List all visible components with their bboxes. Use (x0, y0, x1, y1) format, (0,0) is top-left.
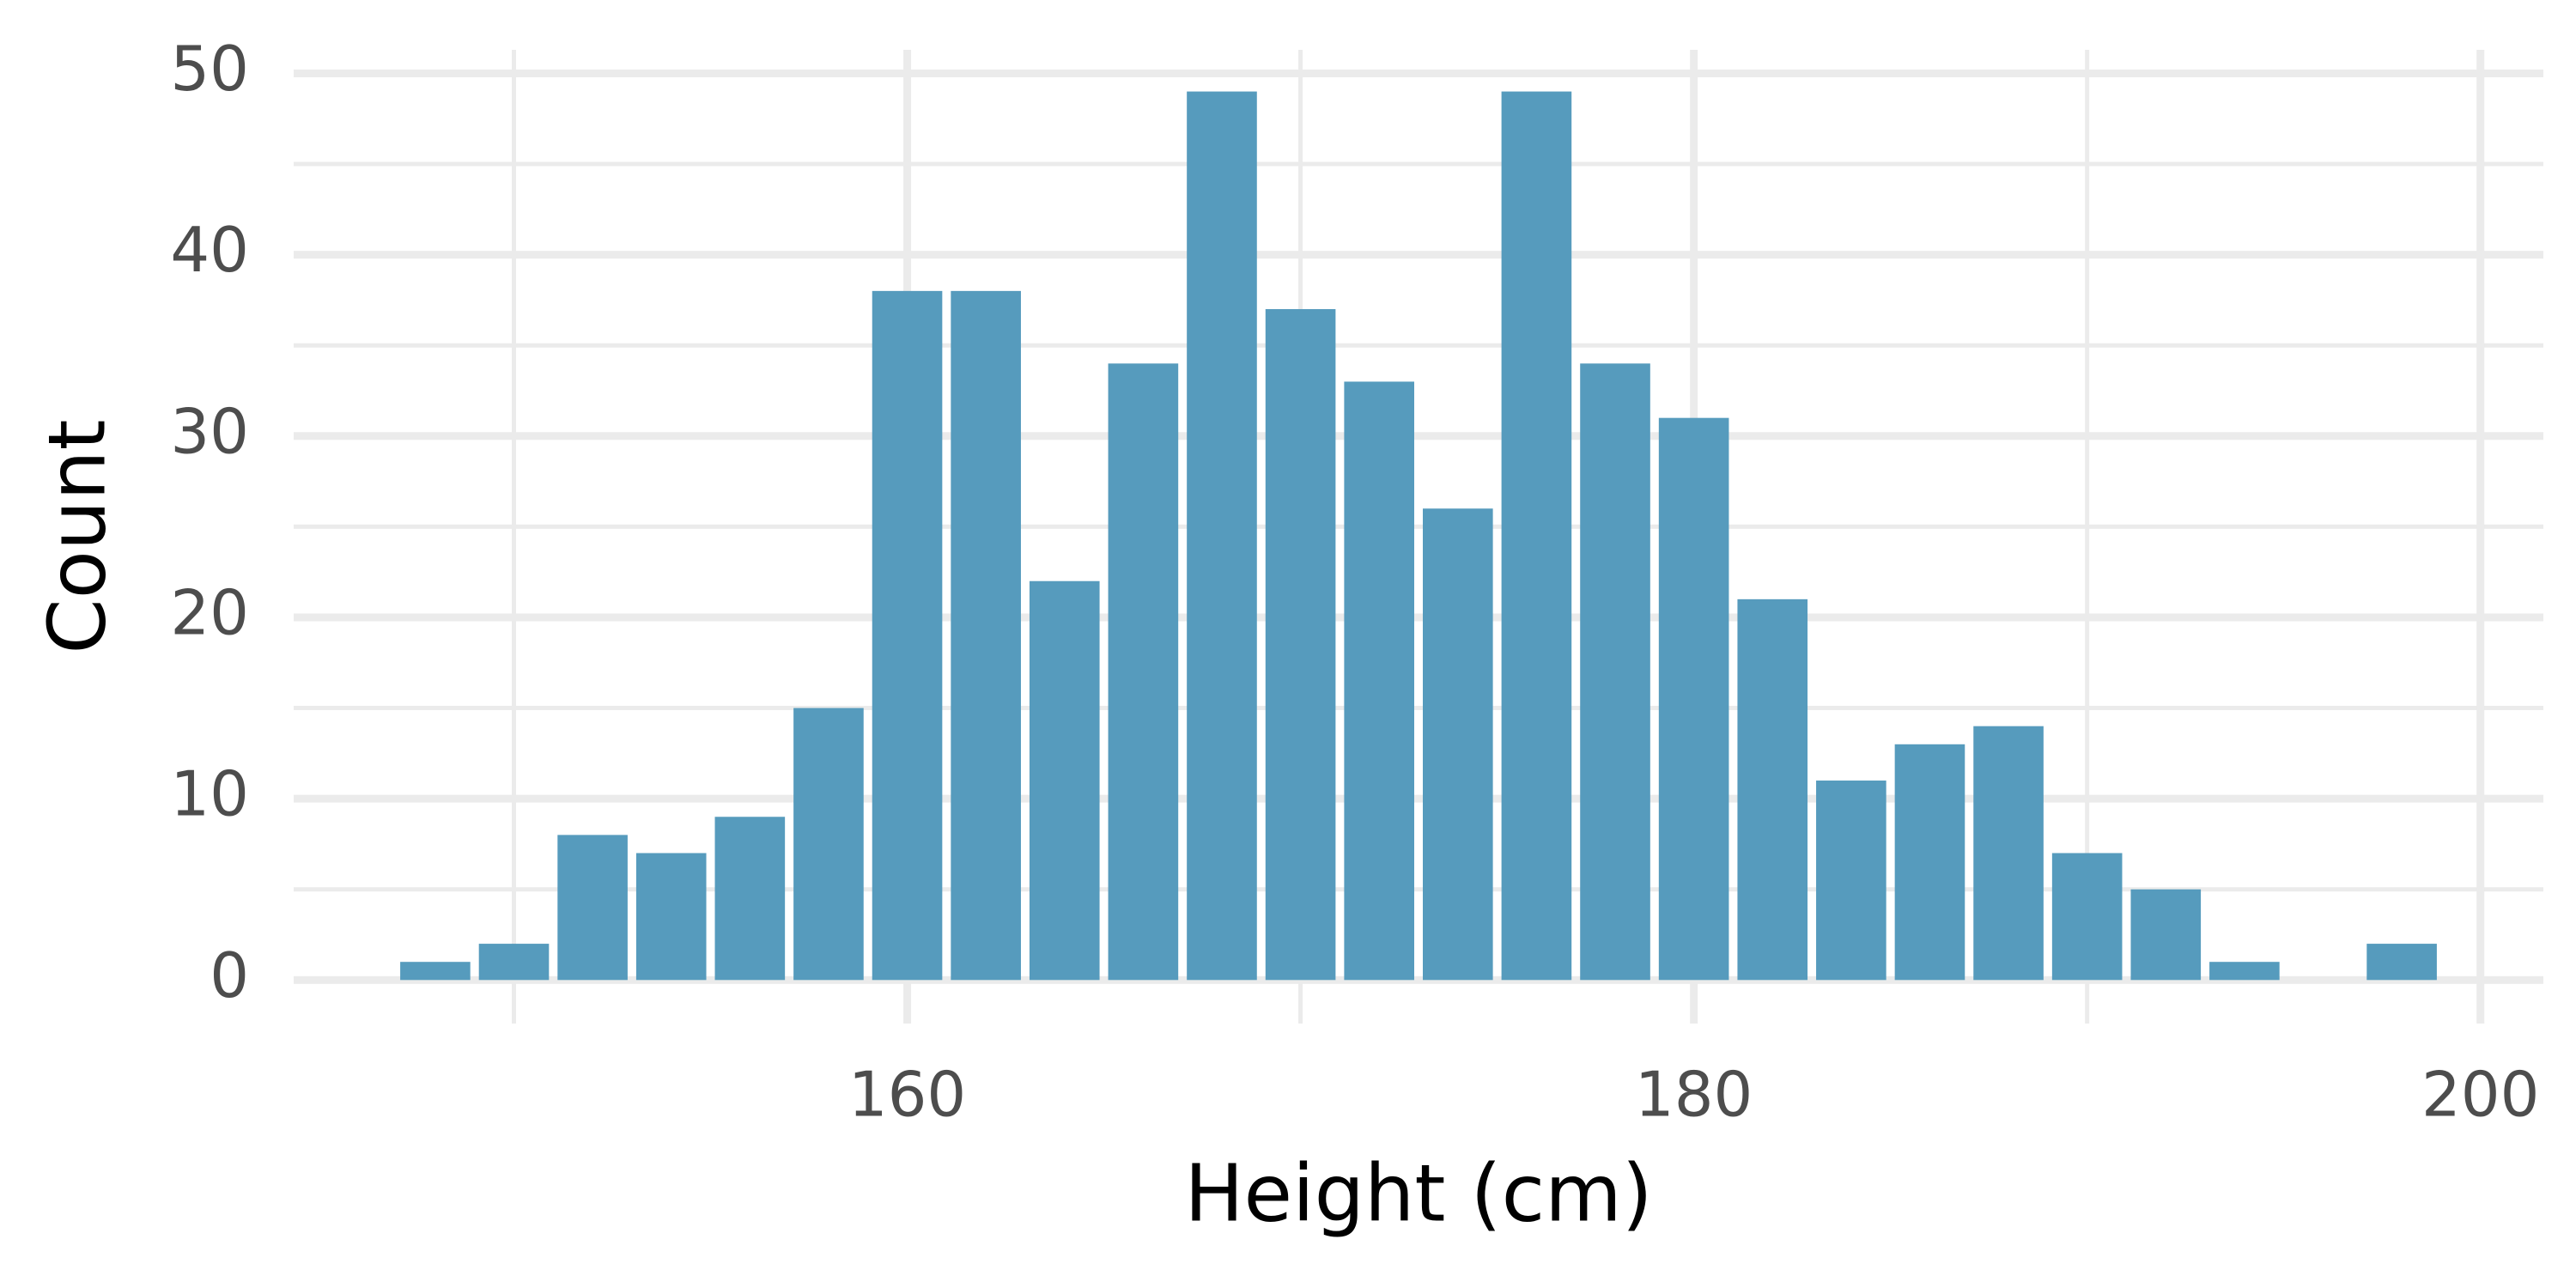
bar (793, 708, 864, 981)
bar (478, 944, 550, 981)
bar (1658, 417, 1729, 981)
bar (714, 817, 786, 981)
bar (1580, 363, 1650, 981)
y-tick-label: 40 (170, 214, 249, 286)
bar (1816, 781, 1886, 981)
bar (1501, 91, 1572, 981)
bar (400, 962, 471, 981)
bar (557, 835, 628, 981)
bar (1265, 308, 1336, 981)
y-axis-title: Count (31, 419, 123, 653)
bar (1029, 580, 1100, 981)
bar (1737, 598, 1808, 981)
bar (635, 853, 707, 981)
y-tick-label: 50 (170, 33, 249, 105)
bar (2051, 853, 2123, 981)
bar (2209, 962, 2280, 981)
bar (1108, 363, 1179, 981)
bar (1973, 726, 2044, 981)
bar (1344, 381, 1414, 981)
bar (1894, 744, 1965, 981)
x-tick-label: 160 (848, 1059, 966, 1131)
y-tick-label: 0 (210, 939, 249, 1012)
y-tick-label: 10 (170, 758, 249, 830)
bar (872, 290, 943, 981)
x-tick-label: 180 (1635, 1059, 1753, 1131)
y-tick-label: 30 (170, 395, 249, 467)
x-tick-label: 200 (2421, 1059, 2539, 1131)
y-tick-label: 20 (170, 576, 249, 648)
bar (1423, 508, 1493, 981)
bar (1187, 91, 1257, 981)
bar (951, 290, 1021, 981)
bar (2130, 889, 2202, 981)
x-axis-title: Height (cm) (1184, 1147, 1652, 1239)
bar (2366, 944, 2437, 981)
